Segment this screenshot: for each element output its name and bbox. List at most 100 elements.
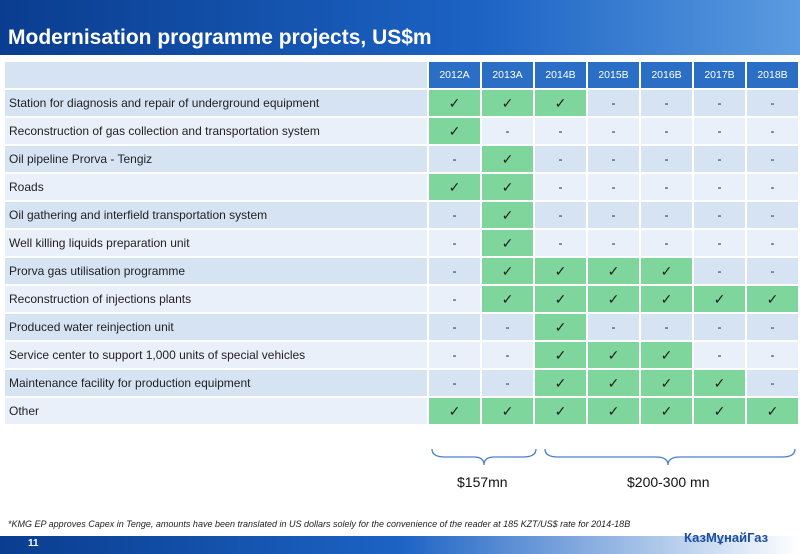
status-cell: -	[745, 256, 800, 286]
status-cell: -	[533, 172, 588, 202]
status-cell: -	[427, 340, 482, 370]
row-label: Roads	[3, 172, 429, 202]
table-row: Maintenance facility for production equi…	[3, 368, 800, 398]
table-row: Service center to support 1,000 units of…	[3, 340, 800, 370]
table-row: Other ✓ ✓ ✓ ✓ ✓ ✓ ✓	[3, 396, 800, 426]
page-number: 11	[28, 538, 39, 549]
column-header: 2015B	[586, 60, 641, 90]
status-cell: -	[533, 144, 588, 174]
status-cell: -	[692, 116, 747, 146]
status-cell: -	[745, 340, 800, 370]
table-row: Produced water reinjection unit - - ✓ - - - -	[3, 312, 800, 342]
status-cell: ✓	[480, 396, 535, 426]
table-row: Well killing liquids preparation unit - ✓ -…	[3, 228, 800, 258]
status-cell: -	[480, 340, 535, 370]
status-cell: ✓	[639, 284, 694, 314]
row-label: Service center to support 1,000 units of…	[3, 340, 429, 370]
status-cell: ✓	[692, 396, 747, 426]
status-cell: -	[427, 228, 482, 258]
status-cell: -	[745, 172, 800, 202]
column-header: 2017B	[692, 60, 747, 90]
row-label: Prorva gas utilisation programme	[3, 256, 429, 286]
table-row: Prorva gas utilisation programme - ✓ ✓ ✓ ✓ - -	[3, 256, 800, 286]
status-cell: -	[692, 144, 747, 174]
row-label: Oil pipeline Prorva - Tengiz	[3, 144, 429, 174]
status-cell: ✓	[427, 172, 482, 202]
status-cell: -	[586, 312, 641, 342]
status-cell: ✓	[533, 312, 588, 342]
status-cell: ✓	[427, 396, 482, 426]
table-row: Oil gathering and interfield transportat…	[3, 200, 800, 230]
status-cell: -	[427, 312, 482, 342]
status-cell: -	[745, 144, 800, 174]
status-cell: ✓	[586, 368, 641, 398]
row-label: Produced water reinjection unit	[3, 312, 429, 342]
status-cell: -	[745, 116, 800, 146]
status-cell: -	[745, 228, 800, 258]
slide-title: Modernisation programme projects, US$m	[8, 26, 432, 49]
status-cell: -	[639, 172, 694, 202]
status-cell: ✓	[639, 340, 694, 370]
status-cell: -	[745, 368, 800, 398]
status-cell: -	[427, 200, 482, 230]
status-cell: ✓	[586, 284, 641, 314]
status-cell: ✓	[639, 256, 694, 286]
brace	[544, 448, 796, 466]
status-cell: -	[692, 340, 747, 370]
status-cell: -	[639, 88, 694, 118]
status-cell: ✓	[533, 340, 588, 370]
status-cell: ✓	[533, 88, 588, 118]
status-cell: ✓	[692, 284, 747, 314]
column-header: 2012A	[427, 60, 482, 90]
status-cell: -	[639, 228, 694, 258]
status-cell: -	[586, 228, 641, 258]
status-cell: ✓	[427, 88, 482, 118]
status-cell: -	[586, 172, 641, 202]
status-cell: ✓	[745, 284, 800, 314]
total-label: $157mn	[457, 474, 508, 490]
table-row: Reconstruction of injections plants - ✓ ✓ ✓ ✓…	[3, 284, 800, 314]
status-cell: ✓	[639, 396, 694, 426]
row-label: Maintenance facility for production equi…	[3, 368, 429, 398]
status-cell: -	[586, 116, 641, 146]
total-label: $200-300 mn	[627, 474, 710, 490]
footnote: *KMG EP approves Capex in Tenge, amounts…	[8, 519, 631, 529]
status-cell: -	[639, 144, 694, 174]
status-cell: -	[586, 88, 641, 118]
status-cell: ✓	[533, 256, 588, 286]
table-row: Roads ✓ ✓ - - - - -	[3, 172, 800, 202]
status-cell: ✓	[480, 144, 535, 174]
status-cell: ✓	[480, 284, 535, 314]
logo: КазМұнайГаз	[684, 530, 769, 545]
status-cell: -	[480, 368, 535, 398]
table-row: Reconstruction of gas collection and tra…	[3, 116, 800, 146]
footer-bar	[0, 536, 800, 554]
status-cell: -	[692, 256, 747, 286]
row-label: Oil gathering and interfield transportat…	[3, 200, 429, 230]
status-cell: -	[692, 172, 747, 202]
header-row: 2012A 2013A 2014B 2015B 2016B 2017B 2018B	[3, 60, 800, 90]
column-header: 2013A	[480, 60, 535, 90]
status-cell: -	[745, 88, 800, 118]
status-cell: -	[745, 312, 800, 342]
status-cell: ✓	[480, 200, 535, 230]
status-cell: ✓	[586, 396, 641, 426]
row-label: Well killing liquids preparation unit	[3, 228, 429, 258]
status-cell: ✓	[480, 228, 535, 258]
brace	[431, 448, 537, 466]
status-cell: -	[639, 312, 694, 342]
status-cell: ✓	[586, 340, 641, 370]
status-cell: ✓	[480, 172, 535, 202]
status-cell: -	[692, 228, 747, 258]
status-cell: -	[639, 200, 694, 230]
status-cell: ✓	[692, 368, 747, 398]
status-cell: -	[427, 144, 482, 174]
status-cell: ✓	[745, 396, 800, 426]
status-cell: ✓	[639, 368, 694, 398]
status-cell: -	[586, 200, 641, 230]
projects-table: 2012A 2013A 2014B 2015B 2016B 2017B 2018B Stati…	[3, 60, 800, 426]
row-label: Station for diagnosis and repair of unde…	[3, 88, 429, 118]
status-cell: -	[480, 312, 535, 342]
status-cell: ✓	[586, 256, 641, 286]
row-label: Reconstruction of gas collection and tra…	[3, 116, 429, 146]
